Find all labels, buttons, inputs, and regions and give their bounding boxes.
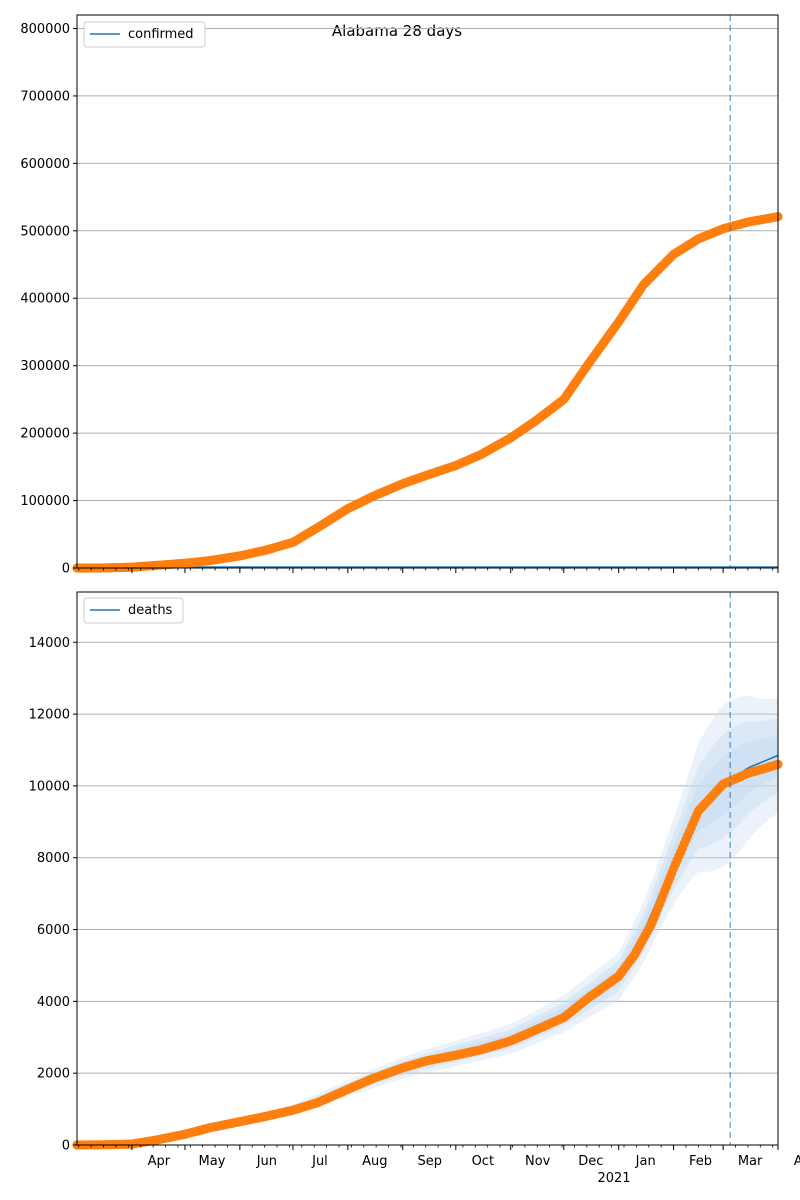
model-line (76, 754, 779, 1146)
x-tick-label: Jul (311, 1154, 328, 1169)
y-tick-label: 400000 (20, 292, 70, 307)
x-tick-label: Feb (689, 1154, 712, 1169)
figure-title: Alabama 28 days (332, 22, 462, 40)
y-tick-label: 6000 (37, 923, 70, 938)
y-tick-label: 100000 (20, 494, 70, 509)
x-axis: Apr May Jun Jul Aug Sep Oct Nov Dec Jan Feb Mar Apr (78, 1145, 800, 1169)
y-tick-label: 14000 (29, 636, 70, 651)
x-tick-label: Apr (148, 1154, 171, 1169)
legend-box (83, 597, 184, 624)
observed-points (72, 212, 783, 573)
y-tick-label: 10000 (29, 779, 70, 794)
confirmed-panel: 0 100000 200000 300000 400000 500000 600000 700… (20, 14, 783, 577)
plot-frame (76, 591, 779, 1146)
uncertainty-band (156, 734, 779, 1140)
x-tick-label: Mar (738, 1154, 763, 1169)
y-axis: 0 100000 200000 300000 400000 500000 600000 700… (20, 22, 77, 577)
x-tick-label: Oct (472, 1154, 494, 1169)
y-tick-label: 500000 (20, 224, 70, 239)
y-tick-label: 700000 (20, 89, 70, 104)
y-tick-label: 0 (62, 562, 70, 577)
x-tick-label: May (199, 1154, 226, 1169)
legend: confirmed (83, 21, 206, 48)
legend: deaths (83, 597, 184, 624)
observed-points (72, 759, 783, 1150)
x-tick-label: Dec (578, 1154, 603, 1169)
legend-box (83, 21, 206, 48)
x-tick-label: Jun (256, 1154, 277, 1169)
x-year-label: 2021 (597, 1171, 630, 1186)
x-tick-label: Nov (525, 1154, 551, 1169)
x-tick-label: Apr (794, 1154, 800, 1169)
grid-lines (77, 27, 778, 569)
y-tick-label: 0 (62, 1139, 70, 1154)
plot-frame (76, 14, 779, 569)
y-tick-label: 12000 (29, 708, 70, 723)
deaths-panel: 0 2000 4000 6000 8000 10000 12000 14000 Apr May J… (29, 591, 800, 1169)
grid-lines (77, 641, 778, 1146)
legend-label: confirmed (128, 27, 194, 42)
y-tick-label: 8000 (37, 851, 70, 866)
y-tick-label: 4000 (37, 995, 70, 1010)
x-tick-label: Aug (362, 1154, 387, 1169)
x-tick-label: Sep (417, 1154, 442, 1169)
y-tick-label: 200000 (20, 427, 70, 442)
legend-label: deaths (128, 603, 173, 618)
x-tick-label: Jan (635, 1154, 656, 1169)
y-axis: 0 2000 4000 6000 8000 10000 12000 14000 (29, 636, 77, 1154)
y-tick-label: 2000 (37, 1067, 70, 1082)
y-tick-label: 800000 (20, 22, 70, 37)
y-tick-label: 600000 (20, 157, 70, 172)
y-tick-label: 300000 (20, 359, 70, 374)
x-axis (78, 568, 779, 573)
model-curve (76, 754, 779, 1146)
